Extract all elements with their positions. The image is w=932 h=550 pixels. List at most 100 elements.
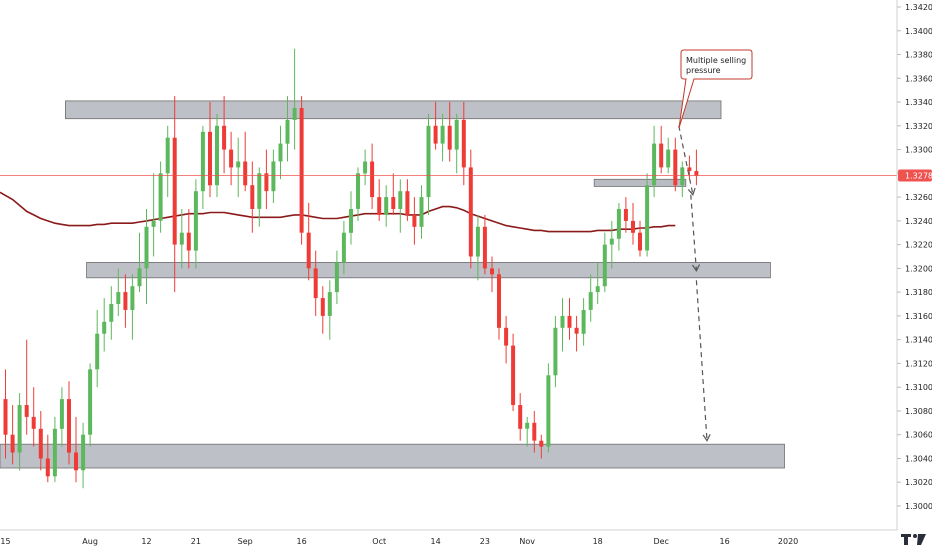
candle-body: [243, 161, 248, 186]
candle-body: [687, 167, 692, 171]
time-tick-label: 16: [297, 537, 307, 546]
candle-body: [370, 161, 375, 198]
current-price-badge: 1.32782: [898, 169, 932, 182]
time-tick-label: 14: [431, 537, 441, 546]
candle-body: [412, 214, 417, 227]
candle: [222, 96, 227, 174]
candle-body: [222, 125, 227, 150]
candle: [200, 125, 205, 209]
candle: [680, 161, 685, 198]
candle-body: [673, 149, 678, 186]
candle: [257, 167, 262, 227]
candle-body: [95, 333, 100, 370]
candle-body: [24, 405, 29, 417]
price-tick-label: 1.30400: [905, 455, 932, 464]
candle-body: [631, 220, 635, 233]
time-tick-label: 15: [0, 537, 10, 546]
plot-area[interactable]: Multiple selling pressure: [0, 48, 897, 489]
annotation-callout[interactable]: Multiple selling pressure: [678, 49, 753, 129]
candle: [490, 256, 494, 293]
candle-body: [652, 143, 657, 186]
candle: [327, 280, 332, 340]
candle-body: [59, 399, 64, 429]
candle-body: [574, 327, 579, 334]
candle: [673, 137, 678, 192]
moving-average-line: [0, 191, 676, 233]
candle-body: [666, 149, 671, 168]
price-axis[interactable]: 1.34200 1.34000 1.33800 1.33600 1.33400 1.332…: [896, 0, 932, 530]
candle: [553, 315, 558, 388]
candle-body: [327, 292, 332, 316]
candle-body: [616, 209, 621, 239]
zone-resistance: [65, 100, 722, 120]
candle: [3, 369, 8, 459]
candle: [398, 179, 403, 233]
price-tick-label: 1.30600: [905, 431, 932, 440]
candle: [116, 268, 121, 316]
candle: [567, 298, 572, 340]
candle: [278, 125, 283, 180]
projection-arrow: [690, 194, 701, 272]
candle: [405, 179, 410, 221]
price-tick-label: 1.32200: [905, 241, 932, 250]
candle: [95, 310, 100, 388]
candle: [215, 113, 219, 198]
candle-body: [405, 191, 410, 215]
candle-body: [271, 161, 276, 192]
candle: [447, 102, 452, 162]
time-axis[interactable]: 15 Aug 12 21 Sep 16 Oct 14 23 Nov 18 Dec 16 2020: [0, 529, 897, 546]
candle-body: [3, 399, 8, 435]
callout-box: [678, 49, 753, 129]
candle-body: [257, 173, 262, 209]
candle: [377, 179, 382, 221]
time-tick-label: 21: [191, 537, 201, 546]
candle-body: [454, 119, 459, 150]
time-tick-label: Sep: [238, 537, 253, 546]
time-tick-label: 16: [720, 537, 730, 546]
zones-layer: [0, 100, 785, 469]
price-tick-label: 1.30000: [905, 502, 932, 511]
time-tick-label: 12: [141, 537, 151, 546]
candle-body: [158, 173, 163, 221]
candle: [52, 416, 57, 483]
candle-body: [52, 428, 57, 477]
candles-layer: [3, 48, 699, 489]
price-tick-label: 1.34000: [905, 27, 932, 36]
candle: [144, 209, 149, 304]
candle: [264, 149, 269, 209]
candle: [45, 434, 50, 483]
candle: [243, 131, 248, 192]
candle-body: [31, 416, 36, 429]
projection-arrow-head: [702, 434, 711, 442]
candle-body: [426, 125, 431, 198]
price-tick-label: 1.31200: [905, 359, 932, 368]
projection-arrow: [678, 125, 696, 196]
candle: [88, 363, 93, 447]
candle: [454, 113, 459, 174]
time-tick-label: Aug: [82, 537, 98, 546]
zone-small-box: [593, 178, 687, 187]
candle: [74, 416, 78, 483]
candle: [363, 149, 368, 186]
candle-body: [447, 125, 452, 150]
candle-body: [38, 428, 43, 459]
projection-arrow-line: [695, 280, 708, 441]
candle-body: [490, 268, 494, 275]
candle: [158, 161, 163, 233]
candle: [306, 203, 311, 281]
candle: [313, 250, 318, 316]
price-axis-ticks: 1.34200 1.34000 1.33800 1.33600 1.33400 1.332…: [897, 3, 932, 511]
time-tick-label: Dec: [653, 537, 668, 546]
candle-body: [186, 232, 191, 251]
candle: [694, 149, 699, 186]
callout-text-line-2: pressure: [686, 66, 721, 75]
candle: [292, 48, 297, 150]
candle: [193, 179, 198, 269]
candle: [391, 173, 396, 215]
tradingview-logo-icon: [901, 534, 926, 545]
candle: [31, 387, 36, 447]
candle-body: [461, 119, 466, 168]
candle-body: [349, 209, 353, 233]
candle-body: [81, 434, 86, 471]
